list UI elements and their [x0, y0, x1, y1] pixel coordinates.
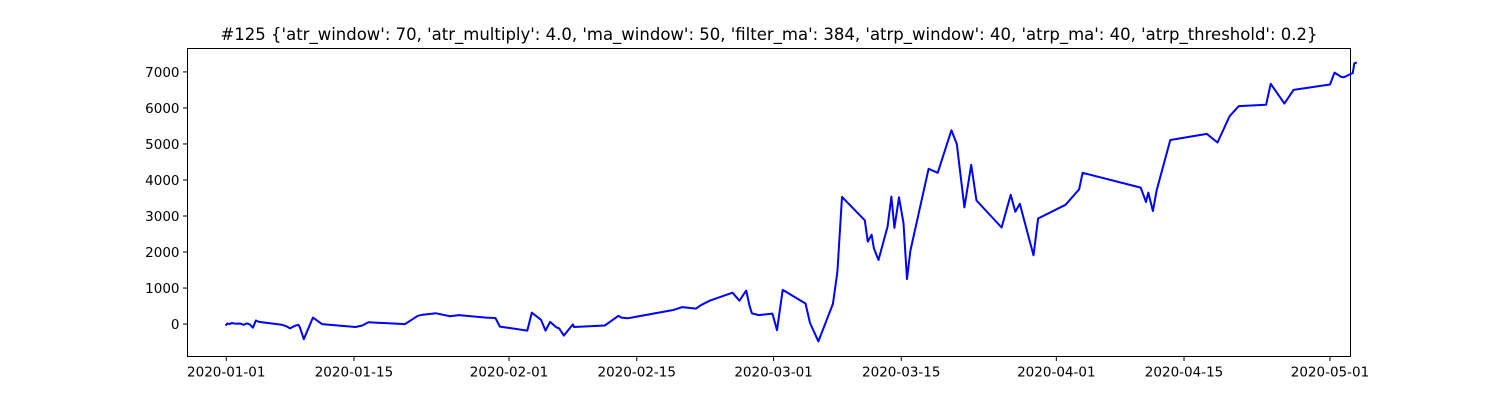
y-tick-label: 7000: [145, 65, 179, 81]
x-tick-label: 2020-02-15: [598, 365, 676, 381]
y-tick-label: 5000: [145, 137, 179, 153]
y-tick-label: 1000: [145, 281, 179, 297]
y-axis: 0 1000 2000 3000 4000 5000 6000 7000: [145, 65, 188, 333]
x-tick-label: 2020-05-01: [1291, 365, 1369, 381]
chart-title: #125 {'atr_window': 70, 'atr_multiply': …: [220, 25, 1317, 45]
plot-frame: [187, 48, 1351, 357]
y-tick-label: 2000: [145, 245, 179, 261]
x-tick-label: 2020-04-15: [1145, 365, 1223, 381]
y-tick-label: 3000: [145, 209, 179, 225]
series-line: [224, 61, 1358, 343]
x-tick-label: 2020-02-01: [470, 365, 548, 381]
x-tick-label: 2020-03-01: [734, 365, 812, 381]
y-tick-label: 4000: [145, 173, 179, 189]
x-tick-label: 2020-04-01: [1017, 365, 1095, 381]
y-tick-label: 0: [171, 317, 180, 333]
x-tick-label: 2020-03-15: [862, 365, 940, 381]
x-axis: 2020-01-01 2020-01-15 2020-02-01 2020-02-15…: [187, 356, 1369, 381]
x-tick-label: 2020-01-01: [187, 365, 265, 381]
y-tick-label: 6000: [145, 101, 179, 117]
x-tick-label: 2020-01-15: [315, 365, 393, 381]
